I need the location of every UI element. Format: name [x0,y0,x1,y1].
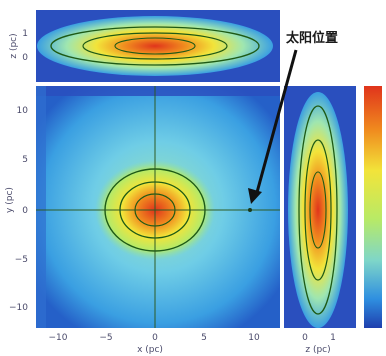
annotation-label: 太阳位置 [285,30,338,46]
right-contour-inner [309,171,327,249]
annotation-arrow-shaft [254,49,298,197]
right-contour-mid [304,139,332,281]
y-tick: −10 [9,303,28,313]
y-tick: −5 [15,255,28,265]
x-tick: −10 [49,333,68,343]
main-panel-edge-top [36,86,280,96]
y-axis-label: y (pc) [5,187,15,213]
sun-position-marker [248,208,252,212]
top-panel: z (pc) 1 0 [9,10,280,82]
x-axis-label: x (pc) [137,345,163,355]
x-tick: 0 [152,333,158,343]
main-x-ticks: −10 −5 0 5 10 [49,333,260,343]
y-tick: 0 [22,206,28,216]
colorbar [364,86,382,328]
x-tick: −5 [99,333,112,343]
annotation-arrow-head [248,188,262,204]
right-panel: 0 1 z (pc) [284,86,356,355]
y-tick: 5 [22,155,28,165]
top-y-tick-0: 0 [22,53,28,63]
right-x-label: z (pc) [305,345,330,355]
right-contour-outer [298,105,338,315]
top-y-label: z (pc) [9,33,19,58]
x-tick: 5 [201,333,207,343]
top-contour-inner [114,37,196,55]
sun-annotation: 太阳位置 [248,30,338,204]
main-panel-edge-left [36,86,46,328]
y-tick: 10 [17,106,29,116]
main-panel: −10 −5 0 5 10 x (pc) 10 5 0 −5 −10 y (pc… [5,86,280,355]
top-y-tick-1: 1 [22,29,28,39]
top-panel-halo [37,16,273,76]
right-panel-halo [288,92,348,328]
top-contour-mid [82,32,228,60]
x-tick: 10 [248,333,260,343]
main-y-ticks: 10 5 0 −5 −10 [9,106,28,313]
right-x-tick-0: 0 [302,333,308,343]
right-x-tick-1: 1 [330,333,336,343]
top-contour-outer [50,26,260,66]
